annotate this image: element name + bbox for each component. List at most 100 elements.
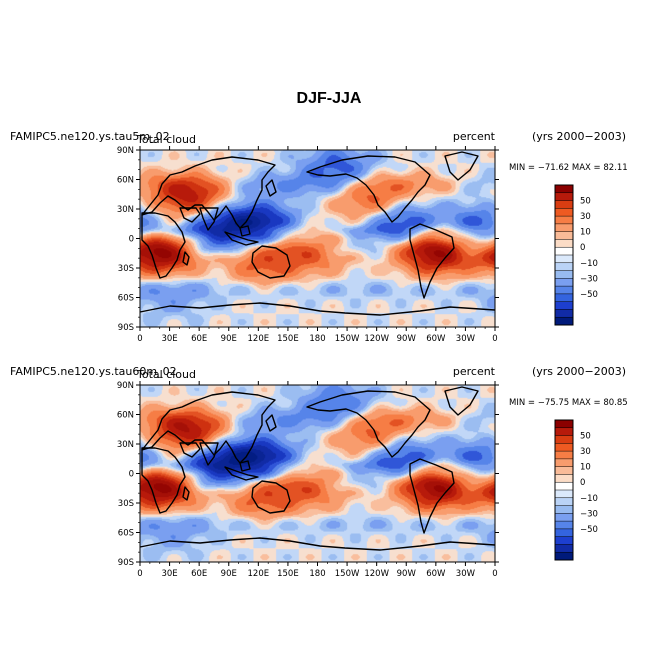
coastline-africa — [141, 212, 186, 279]
coastlines — [139, 386, 496, 551]
coastline-japan — [265, 179, 277, 197]
colorbar-box — [555, 192, 573, 201]
lon-tick-label: 120W — [364, 334, 389, 344]
lon-tick-label: 120E — [248, 569, 270, 579]
coastline-antarctica — [139, 302, 496, 316]
coastline-north-america — [306, 390, 431, 458]
lon-tick-label: 0 — [492, 334, 497, 344]
colorbar-label: 10 — [580, 228, 591, 238]
colorbar-frame — [554, 184, 574, 326]
colorbar-box — [555, 317, 573, 326]
lon-tick-label: 0 — [137, 334, 142, 344]
colorbar-label: 0 — [580, 478, 585, 488]
lat-tick-label: 30S — [118, 264, 134, 274]
coastline-arabia — [179, 442, 201, 458]
coastline-madagascar — [182, 251, 190, 266]
colorbar-box — [555, 200, 573, 209]
lon-tick-label: 180 — [309, 334, 325, 344]
colorbar-frame — [554, 419, 574, 561]
colorbar-box — [555, 231, 573, 240]
lon-tick-label: 150W — [335, 334, 360, 344]
lon-tick-label: 30E — [161, 569, 177, 579]
colorbar-box — [555, 451, 573, 460]
colorbar-box — [555, 293, 573, 302]
colorbar-box — [555, 505, 573, 514]
colorbar-box — [555, 528, 573, 537]
colorbar-box — [555, 262, 573, 271]
lon-tick-label: 60E — [191, 334, 207, 344]
lat-tick-label: 60S — [118, 294, 134, 304]
lon-tick-label: 30E — [161, 334, 177, 344]
colorbar-label: −10 — [580, 494, 598, 504]
lon-tick-label: 90W — [397, 334, 417, 344]
lon-tick-label: 0 — [492, 569, 497, 579]
colorbar-box — [555, 497, 573, 506]
coastline-borneo — [239, 460, 251, 472]
colorbar-label: 10 — [580, 463, 591, 473]
colorbar-box — [555, 435, 573, 444]
colorbar-box — [555, 223, 573, 232]
years-label: (yrs 2000−2003) — [532, 365, 626, 378]
years-label: (yrs 2000−2003) — [532, 130, 626, 143]
coastline-australia — [251, 245, 291, 279]
colorbar-box — [555, 247, 573, 256]
colorbar-box — [555, 536, 573, 545]
lon-tick-label: 90W — [397, 569, 417, 579]
colorbar-box — [555, 301, 573, 310]
units-label: percent — [453, 130, 496, 143]
lat-tick-label: 0 — [129, 470, 134, 480]
lat-tick-label: 90S — [118, 558, 134, 568]
coastline-borneo — [239, 225, 251, 237]
colorbar-label: 30 — [580, 447, 591, 457]
coastline-africa — [141, 447, 186, 514]
colorbar-label: 50 — [580, 432, 591, 442]
lat-axis: 90N 60N 30N 0 30S 60S 90S — [117, 381, 499, 568]
panel-1: FAMIPC5.ne120.ys.tau5m_02 Total cloud pe… — [10, 130, 628, 344]
lon-tick-label: 60E — [191, 569, 207, 579]
lat-tick-label: 30N — [117, 440, 134, 450]
coastline-south-america — [409, 458, 455, 534]
map-plot: 90N 60N 30N 0 30S 60S 90S 0 30E 60E 90E 120E 150E 18… — [117, 146, 499, 344]
coastline-arabia — [179, 207, 201, 223]
coastline-indonesia — [224, 466, 259, 481]
case-label: FAMIPC5.ne120.ys.tau5m_02 — [10, 130, 170, 143]
variable-label: Total cloud — [136, 133, 196, 146]
colorbar-box — [555, 458, 573, 467]
coastline-india — [199, 442, 219, 466]
coastline-japan — [265, 414, 277, 432]
coastline-greenland — [444, 151, 479, 181]
lon-tick-label: 30W — [456, 334, 476, 344]
lon-tick-label: 30W — [456, 569, 476, 579]
colorbar-label: 0 — [580, 243, 585, 253]
case-label: FAMIPC5.ne120.ys.tau60m_02 — [10, 365, 177, 378]
coastline-antarctica — [139, 537, 496, 551]
coastline-south-america — [409, 223, 455, 299]
colorbar-label: −50 — [580, 525, 598, 535]
lon-tick-label: 0 — [137, 569, 142, 579]
coastlines — [139, 151, 496, 316]
lat-tick-label: 30N — [117, 205, 134, 215]
min-max-stats: MIN = −75.75 MAX = 80.85 — [509, 398, 628, 408]
colorbar-box — [555, 474, 573, 483]
colorbar-box — [555, 490, 573, 499]
colorbar-label: −30 — [580, 509, 598, 519]
colorbar-box — [555, 270, 573, 279]
colorbar-box — [555, 216, 573, 225]
lat-tick-label: 60S — [118, 529, 134, 539]
lon-tick-label: 90E — [221, 334, 237, 344]
lon-tick-label: 60W — [426, 334, 446, 344]
lon-axis: 0 30E 60E 90E 120E 150E 180 150W 120W 90W 60W 30W 0 — [137, 146, 498, 344]
colorbar-box — [555, 443, 573, 452]
colorbar-box — [555, 552, 573, 561]
coastline-india — [199, 207, 219, 231]
colorbar-box — [555, 513, 573, 522]
colorbar-box — [555, 278, 573, 287]
lat-tick-label: 60N — [117, 176, 134, 186]
coastline-madagascar — [182, 486, 190, 501]
lon-tick-label: 180 — [309, 569, 325, 579]
coastline-north-america — [306, 155, 431, 223]
colorbar: 50 30 10 0 −10 −30 −50 — [554, 184, 598, 326]
colorbar-box — [555, 239, 573, 248]
lon-axis: 0 30E 60E 90E 120E 150E 180 150W 120W 90W 60W 30W 0 — [137, 381, 498, 579]
